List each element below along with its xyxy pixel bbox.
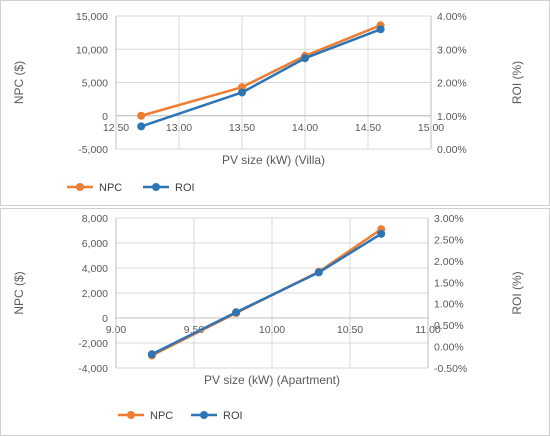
series-line-roi bbox=[151, 232, 382, 356]
series-line-roi bbox=[140, 28, 382, 128]
data-point-roi bbox=[147, 350, 156, 359]
y-tick-label: 5,000 bbox=[82, 78, 108, 90]
y-tick-label: 15,000 bbox=[76, 11, 108, 23]
y-tick-label: 6,000 bbox=[82, 238, 108, 250]
y2-tick-label: 2.00% bbox=[437, 78, 467, 90]
series-line-npc bbox=[140, 24, 382, 117]
x-tick-label: 13.50 bbox=[229, 122, 255, 134]
chart-villa: 12.50 13.00 13.50 14.00 14.50 15.00-5,00005,0… bbox=[12, 11, 524, 194]
legend-marker-roi bbox=[200, 411, 208, 419]
y-tick-label: -2,000 bbox=[78, 338, 108, 350]
chart-panel-villa: 12.50 13.00 13.50 14.00 14.50 15.00 -5,000 0 5,0… bbox=[0, 0, 550, 206]
y-tick-label: 8,000 bbox=[82, 213, 108, 225]
legend-marker-roi bbox=[152, 183, 160, 191]
legend-label-npc: NPC bbox=[99, 182, 122, 194]
data-point-roi bbox=[238, 88, 246, 97]
legend-label-npc: NPC bbox=[150, 410, 173, 422]
y2-tick-label: 1.00% bbox=[437, 111, 467, 123]
x-tick-label: 10.50 bbox=[337, 324, 363, 336]
y2-tick-label: 0.00% bbox=[437, 144, 467, 156]
y2-tick-label: 3.00% bbox=[434, 213, 464, 225]
y2-tick-label: 1.00% bbox=[434, 299, 464, 311]
y-tick-label: 0 bbox=[102, 313, 108, 325]
x-tick-label: 10.00 bbox=[259, 324, 285, 336]
legend-marker-npc bbox=[127, 411, 135, 419]
data-point-roi bbox=[376, 25, 385, 34]
y-tick-label: 10,000 bbox=[76, 44, 108, 56]
y-axis-title: NPC ($) bbox=[12, 61, 26, 104]
y-tick-label: 0 bbox=[102, 111, 108, 123]
y2-tick-label: -0.50% bbox=[434, 363, 467, 375]
x-tick-label: 14.00 bbox=[292, 122, 318, 134]
y-axis-title: NPC ($) bbox=[12, 271, 26, 314]
data-point-roi bbox=[314, 268, 323, 277]
y-tick-label: 4,000 bbox=[82, 263, 108, 275]
y2-axis-title: ROI (%) bbox=[510, 271, 524, 314]
data-point-roi bbox=[232, 308, 241, 317]
x-axis-title: PV size (kW) (Apartment) bbox=[204, 373, 340, 387]
y2-tick-label: 0.00% bbox=[434, 342, 464, 354]
y2-tick-label: 0.50% bbox=[434, 320, 464, 332]
chart-panel-apartment: 9.00 9.50 10.00 10.50 11.00 -4,000 -2,000 0 2,00… bbox=[0, 208, 550, 436]
y2-tick-label: 3.00% bbox=[437, 44, 467, 56]
x-tick-label: 13.00 bbox=[166, 122, 192, 134]
data-point-roi bbox=[301, 54, 309, 63]
x-axis-title: PV size (kW) (Villa) bbox=[222, 153, 325, 167]
legend-label-roi: ROI bbox=[223, 410, 243, 422]
legend-marker-npc bbox=[76, 183, 84, 191]
y-tick-label: -5,000 bbox=[78, 144, 108, 156]
y-tick-label: 2,000 bbox=[82, 288, 108, 300]
y2-tick-label: 2.50% bbox=[434, 234, 464, 246]
x-tick-label: 14.50 bbox=[355, 122, 381, 134]
y-tick-label: -4,000 bbox=[78, 363, 108, 375]
y2-tick-label: 4.00% bbox=[437, 11, 467, 23]
data-point-roi bbox=[377, 229, 386, 238]
y2-axis-title: ROI (%) bbox=[510, 61, 524, 104]
chart-apartment: 9.00 9.50 10.00 10.50 11.00-4,000-2,00002,00… bbox=[12, 213, 524, 422]
data-point-roi bbox=[137, 122, 146, 131]
y2-tick-label: 2.00% bbox=[434, 256, 464, 268]
data-point-npc bbox=[137, 111, 146, 120]
legend-label-roi: ROI bbox=[175, 182, 195, 194]
y2-tick-label: 1.50% bbox=[434, 277, 464, 289]
